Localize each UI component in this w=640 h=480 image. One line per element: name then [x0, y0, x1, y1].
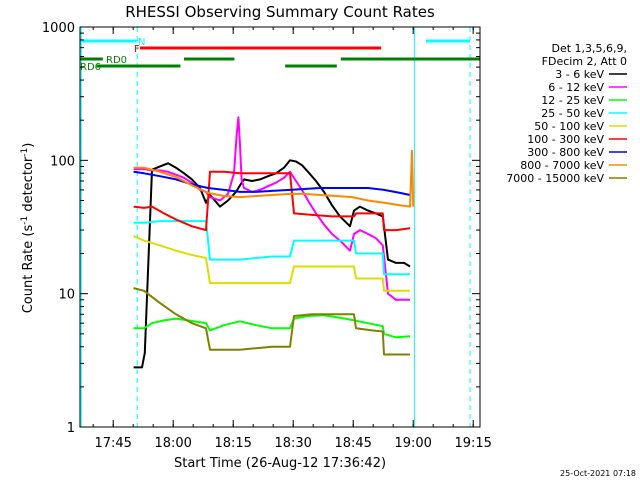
series-line	[133, 287, 410, 356]
y-axis-label-part: Count Rate (s	[21, 225, 36, 314]
y-tick-label: 10	[58, 288, 75, 303]
x-tick-label: 17:45	[94, 436, 131, 451]
series-lines	[133, 116, 415, 369]
x-tick-label: 19:15	[454, 436, 491, 451]
state-bar-label: RD0	[106, 55, 127, 66]
series-line	[133, 235, 410, 292]
y-axis-label-part: -1	[20, 216, 30, 225]
x-tick-label: 18:45	[334, 436, 371, 451]
series-line	[133, 149, 415, 208]
state-bar-label: RD6	[80, 62, 101, 73]
plot-frame	[79, 26, 481, 428]
series-line	[133, 220, 410, 276]
legend-entry-label: 800 - 7000 keV	[520, 159, 604, 172]
axes: 17:45 18:00 18:15 18:30 18:45 19:00 19:15 1 10 10…	[42, 21, 492, 451]
series-line	[133, 170, 411, 196]
legend-header-line: Det 1,3,5,6,9,	[551, 42, 627, 55]
state-bar-label: N	[138, 37, 145, 48]
legend-entry-label: 25 - 50 keV	[541, 107, 604, 120]
x-axis-label: Start Time (26-Aug-12 17:36:42)	[174, 456, 386, 471]
series-line	[133, 314, 411, 339]
y-axis-label-part: )	[21, 143, 36, 148]
state-bars: NF RD0 RD6	[80, 37, 480, 73]
legend: Det 1,3,5,6,9, FDecim 2, Att 0 3 - 6 keV…	[506, 42, 627, 185]
legend-header-line: FDecim 2, Att 0	[542, 55, 627, 68]
footer-timestamp: 25-Oct-2021 07:18	[560, 469, 636, 478]
legend-entry-label: 12 - 25 keV	[541, 94, 604, 107]
legend-entry-label: 7000 - 15000 keV	[506, 172, 604, 185]
y-tick-label: 1000	[42, 21, 75, 36]
chart-title: RHESSI Observing Summary Count Rates	[125, 3, 435, 21]
x-tick-label: 18:00	[154, 436, 191, 451]
state-bar-label: F	[134, 44, 140, 55]
x-tick-label: 18:15	[214, 436, 251, 451]
x-tick-label: 19:00	[394, 436, 431, 451]
x-tick-label: 18:30	[274, 436, 311, 451]
legend-entry-label: 50 - 100 keV	[534, 120, 604, 133]
series-line	[133, 159, 411, 369]
y-axis-label-part: -1	[20, 148, 30, 157]
legend-entry-label: 6 - 12 keV	[548, 81, 604, 94]
legend-entry-label: 100 - 300 keV	[527, 133, 604, 146]
series-line	[133, 116, 410, 301]
y-tick-label: 100	[50, 154, 75, 169]
legend-entry-label: 300 - 800 keV	[527, 146, 604, 159]
vertical-markers	[80, 27, 471, 427]
legend-entry-label: 3 - 6 keV	[555, 68, 604, 81]
y-axis-label: Count Rate (s-1 detector-1)	[20, 143, 36, 314]
y-tick-label: 1	[67, 421, 75, 436]
y-axis-label-part: detector	[21, 156, 36, 216]
series-line	[133, 170, 411, 232]
